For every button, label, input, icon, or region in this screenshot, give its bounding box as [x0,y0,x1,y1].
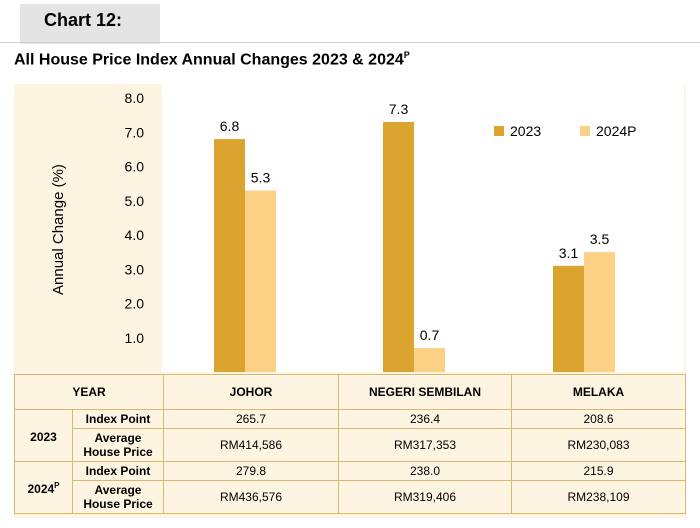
y-tick-label: 3.0 [125,261,145,277]
y-tick-label: 7.0 [125,124,145,140]
col-header-melaka: MELAKA [511,374,686,410]
table-cell: 279.8 [163,461,339,481]
table-cell: 236.4 [338,409,512,429]
data-label: 3.1 [559,245,579,261]
table-cell: RM230,083 [511,428,686,462]
data-table: YEAR JOHOR NEGERI SEMBILAN MELAKA 2023 I… [14,374,686,514]
y-tick-label: 4.0 [125,227,145,243]
col-header-johor: JOHOR [163,374,339,410]
y-tick-label: 8.0 [125,90,145,106]
table-header-row: YEAR JOHOR NEGERI SEMBILAN MELAKA [14,374,686,410]
table-cell: RM317,353 [338,428,512,462]
legend-swatch-2024p [580,126,590,136]
data-label: 0.7 [420,327,440,343]
year-text: 2023 [30,430,57,444]
year-cell-2024p: 2024P [14,461,73,514]
avg-price-label-line2: House Price [83,445,153,459]
table-row: 2023 Index Point 265.7 236.4 208.6 [14,409,686,462]
avg-price-label-line2: House Price [83,497,153,511]
bar-2024p-johor [245,190,276,372]
year-sup: P [54,481,60,490]
index-point-label: Index Point [72,461,164,481]
table-cell: 215.9 [511,461,686,481]
table-cell: RM238,109 [511,480,686,514]
col-header-negeri-sembilan: NEGERI SEMBILAN [338,374,512,410]
year-header: YEAR [14,374,164,410]
chart-number-label: Chart 12: [44,10,123,30]
data-label: 5.3 [251,169,271,185]
avg-price-label-line1: Average [94,431,142,445]
y-tick-label: 5.0 [125,193,145,209]
year-cell-2023: 2023 [14,409,73,462]
table-cell: RM436,576 [163,480,339,514]
table-cell: 265.7 [163,409,339,429]
chart-title-text: All House Price Index Annual Changes 202… [14,51,404,69]
avg-price-label: Average House Price [72,480,164,514]
table-cell: RM414,586 [163,428,339,462]
bar-2024p-negeri-sembilan [414,348,445,372]
header-divider [0,42,700,43]
legend-label-2024p: 2024P [596,123,636,139]
legend-label-2023: 2023 [510,123,541,139]
avg-price-label-line1: Average [94,483,142,497]
y-tick-label: 1.0 [125,330,145,346]
bar-2023-negeri-sembilan [383,121,414,372]
data-label: 3.5 [590,231,610,247]
y-tick-label: 6.0 [125,159,145,175]
legend-swatch-2023 [494,126,504,136]
table-cell: 208.6 [511,409,686,429]
chart-title: All House Price Index Annual Changes 202… [14,50,410,69]
table-row: Average House Price RM414,586 RM317,353 R… [15,428,686,462]
chart-title-sup: P [403,50,410,60]
table-cell: RM319,406 [338,480,512,514]
avg-price-label: Average House Price [72,428,164,462]
table-row: 2024P Index Point 279.8 238.0 215.9 [14,461,686,514]
table-cell: 238.0 [338,461,512,481]
index-point-label: Index Point [72,409,164,429]
y-axis-label: Annual Change (%) [50,164,67,295]
chart-label-box [20,4,160,44]
bar-2023-melaka [553,265,584,372]
year-text: 2024 [27,482,55,496]
bar-2023-johor [214,139,245,372]
table-row: Average House Price RM436,576 RM319,406 R… [15,480,686,514]
data-label: 6.8 [220,118,240,134]
bar-2024p-melaka [584,252,615,372]
data-label: 7.3 [389,101,409,117]
y-tick-label: 2.0 [125,296,145,312]
